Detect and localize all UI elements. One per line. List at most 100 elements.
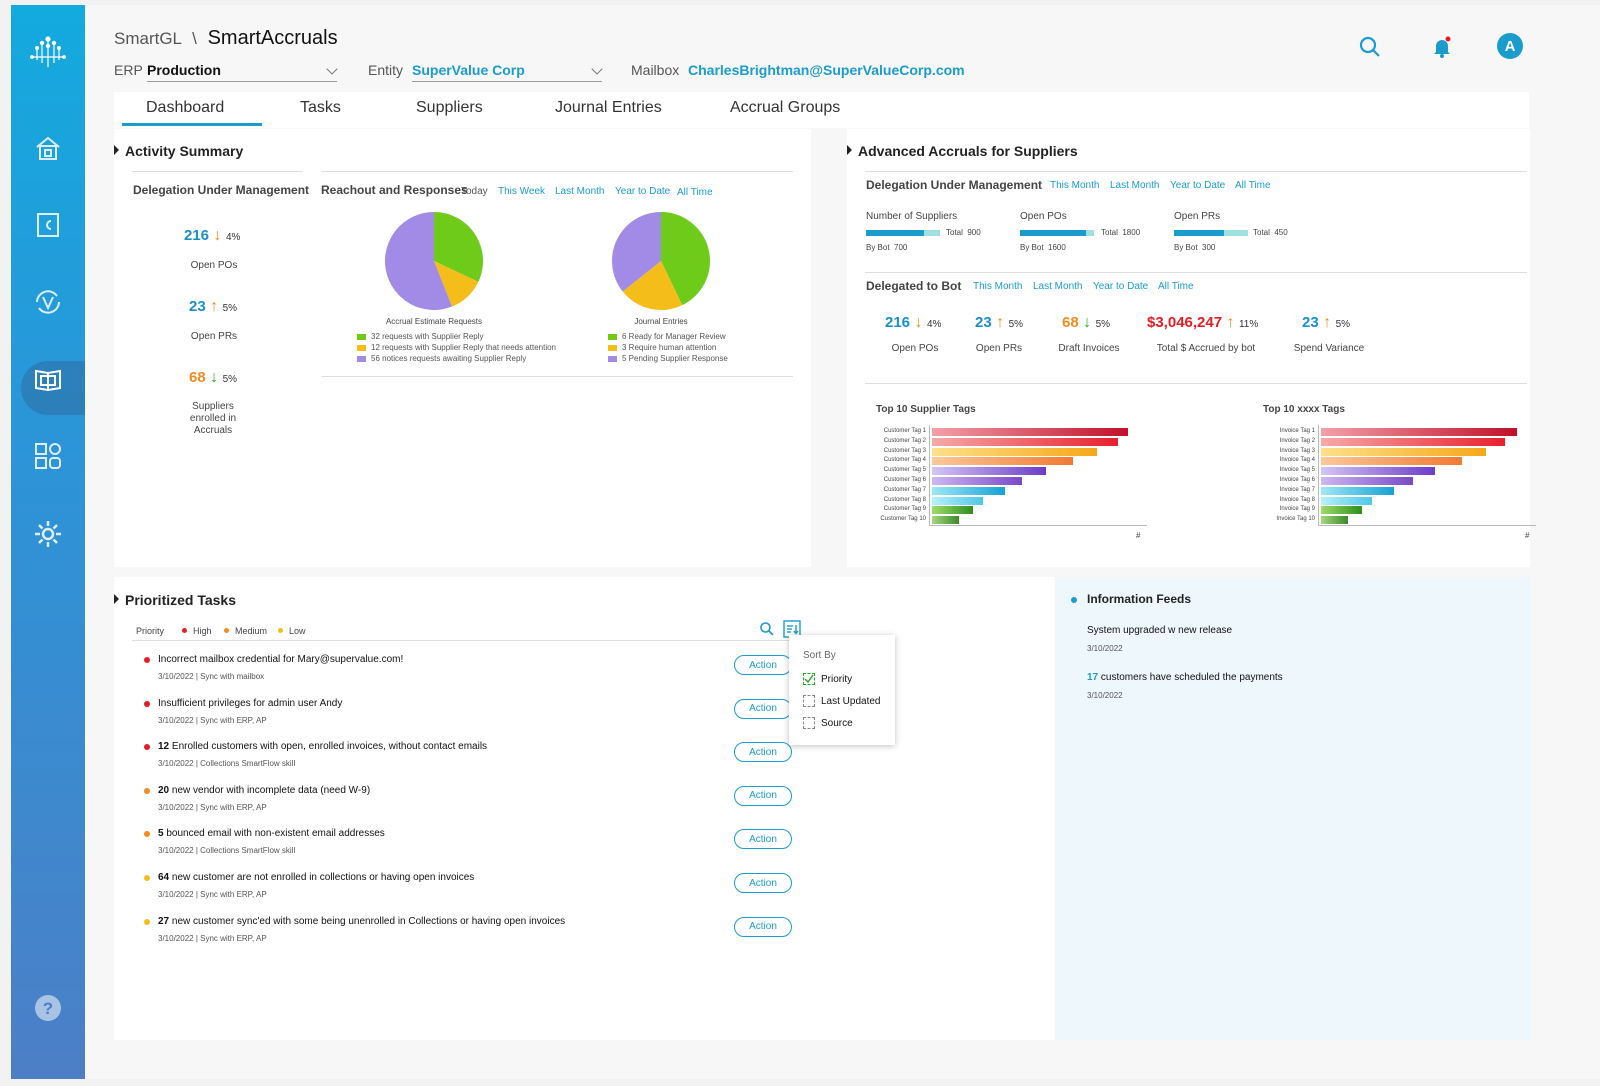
bar-label: Customer Tag 10 [880,516,926,523]
legend-label: 56 notices requests awaiting Supplier Re… [371,354,527,363]
action-button[interactable]: Action [734,873,792,893]
task-text: new vendor with incomplete data (need W-… [169,784,371,796]
priority-high-dot [182,628,187,633]
checkbox-empty-icon[interactable] [803,717,815,729]
mailbox-label: Mailbox [631,62,680,78]
tab-journal-entries[interactable]: Journal Entries [555,99,662,116]
sort-option-priority[interactable]: Priority [821,674,853,685]
avatar[interactable] [1496,32,1524,60]
filter-last-month[interactable]: Last Month [1033,281,1083,292]
divider [865,272,1527,273]
kpi-label: Open POs [891,343,939,354]
kpi-label: Suppliers enrolled in Accruals [189,401,237,436]
action-button[interactable]: Action [734,698,792,719]
page-title: SmartAccruals [207,27,338,49]
filter-this-month[interactable]: This Month [973,281,1023,292]
divider [865,171,1527,172]
kpi-open-pos: 216 ↓ 4% [184,227,240,245]
apps-grid-icon[interactable] [33,441,63,471]
bar [1321,496,1372,505]
notification-bell-icon[interactable] [1430,35,1454,59]
collapse-triangle-icon[interactable] [114,145,119,155]
activity-summary-title: Activity Summary [125,143,244,159]
search-icon[interactable] [759,621,775,637]
action-button[interactable]: Action [734,742,792,763]
bar [1321,467,1435,476]
reachout-title: Reachout and Responses [321,183,468,197]
dum-title: Delegation Under Management [133,183,310,197]
pie-slice [622,261,683,310]
bar [932,477,1023,485]
action-button[interactable]: Action [734,829,792,850]
arrow-down-icon: ↓ [914,314,923,331]
divider [865,383,1527,384]
kpi-value: 23 [1302,314,1319,331]
search-icon[interactable] [1358,35,1382,59]
settings-gear-icon[interactable] [33,519,63,549]
filter-all-time[interactable]: All Time [677,187,713,198]
erp-select[interactable]: Production [147,62,337,82]
collapse-triangle-icon[interactable] [114,594,119,604]
checkbox-checked-icon[interactable] [803,673,815,685]
task-subtitle: 3/10/2022 | Sync with ERP, AP [158,933,267,943]
kpi-pct: 5% [222,374,238,385]
bar-label: Customer Tag 6 [883,477,926,483]
action-button[interactable]: Action [734,785,792,806]
action-button[interactable]: Action [734,916,792,937]
kpi-value: 23 [189,298,206,315]
kpi-open-prs: 23 ↑ 5% [189,298,237,316]
home-icon[interactable] [33,133,63,163]
feed-item-text[interactable]: 17 customers have scheduled the payments [1087,672,1283,683]
task-subtitle: 3/10/2022 | Sync with ERP, AP [158,715,267,725]
breadcrumb-app[interactable]: SmartGL [114,29,182,48]
bar [1321,486,1394,495]
bar [1321,477,1414,485]
accruals-book-icon[interactable] [33,364,63,394]
feed-item-text[interactable]: System upgraded w new release [1087,625,1232,636]
action-button[interactable]: Action [734,655,792,675]
filter-year-to-date[interactable]: Year to Date [1170,180,1226,191]
sort-by-title: Sort By [803,650,836,661]
tab-accrual-groups[interactable]: Accrual Groups [730,99,841,116]
pie-slice [385,212,453,310]
priority-high-label[interactable]: High [193,626,212,636]
filter-this-week[interactable]: This Week [498,186,546,197]
tab-tasks[interactable]: Tasks [300,99,341,116]
checkbox-empty-icon[interactable] [803,695,815,707]
filter-this-month[interactable]: This Month [1050,180,1100,191]
help-icon[interactable]: ? [33,993,63,1023]
vendor-icon[interactable] [33,287,63,317]
bar [932,437,1119,446]
priority-low-label[interactable]: Low [289,626,306,636]
bar [1321,428,1517,436]
collapse-triangle-icon[interactable] [847,145,852,155]
priority-medium-label[interactable]: Medium [235,626,268,636]
filter-last-month[interactable]: Last Month [555,186,605,197]
filter-all-time[interactable]: All Time [1235,180,1271,191]
filter-all-time[interactable]: All Time [1158,281,1194,292]
filter-today[interactable]: Today [461,186,488,197]
filter-year-to-date[interactable]: Year to Date [1093,281,1149,292]
mailbox-link[interactable]: CharlesBrightman@SuperValueCorp.com [688,62,965,78]
tab-dashboard[interactable]: Dashboard [146,99,225,116]
sort-option-last-updated[interactable]: Last Updated [821,696,881,707]
top10-xxxx-tags-title: Top 10 xxxx Tags [1263,404,1345,415]
bar [1321,516,1349,525]
legend-item: 6 Ready for Manager Review [608,332,726,341]
pie1-title: Accrual Estimate Requests [385,317,483,326]
metric-total-bar [1020,230,1094,236]
tab-suppliers[interactable]: Suppliers [416,99,483,116]
breadcrumb-separator: \ [192,29,197,48]
task-subtitle: 3/10/2022 | Sync with ERP, AP [158,890,267,899]
filter-year-to-date[interactable]: Year to Date [615,186,671,197]
kpi-value: 23 [975,314,992,331]
entity-select[interactable]: SuperValue Corp [412,62,602,82]
kpi-pct: 11% [1238,319,1259,330]
task-subtitle: 3/10/2022 | Sync with mailbox [158,672,265,681]
sort-option-source[interactable]: Source [821,718,853,729]
collections-icon[interactable] [33,210,63,240]
bar-label: Invoice Tag 7 [1279,486,1315,493]
top10-supplier-tags-title: Top 10 Supplier Tags [876,404,976,415]
bar [932,447,1097,456]
filter-last-month[interactable]: Last Month [1110,180,1160,191]
